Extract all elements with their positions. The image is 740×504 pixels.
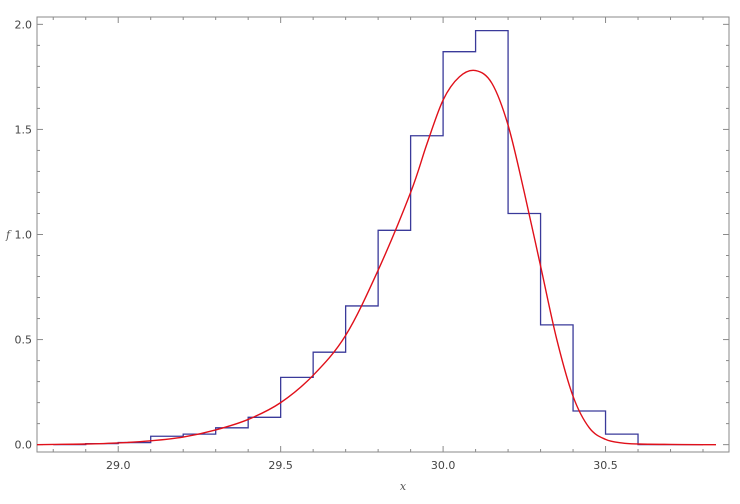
plot-frame	[36, 16, 730, 453]
histogram-steps	[53, 30, 704, 446]
axis-labels: 29.0 29.5 30.0 30.5 0.0 0.5 1.0 1.5 2.0 x f	[5, 18, 618, 493]
x-tick-label: 30.0	[431, 459, 456, 472]
plot-area-frame	[36, 16, 730, 453]
x-tick-label: 30.5	[593, 459, 618, 472]
x-tick-label: 29.0	[106, 459, 131, 472]
axis-ticks	[37, 17, 729, 452]
x-tick-label: 29.5	[268, 459, 293, 472]
y-tick-label: 1.0	[15, 229, 33, 242]
y-tick-label: 2.0	[15, 18, 33, 31]
y-tick-label: 0.0	[15, 439, 33, 452]
fit-curve	[36, 69, 717, 446]
y-axis-label: f	[5, 229, 12, 242]
y-tick-label: 0.5	[15, 334, 33, 347]
y-tick-label: 1.5	[15, 123, 33, 136]
plot-series	[36, 30, 717, 446]
x-axis-label: x	[400, 480, 407, 493]
